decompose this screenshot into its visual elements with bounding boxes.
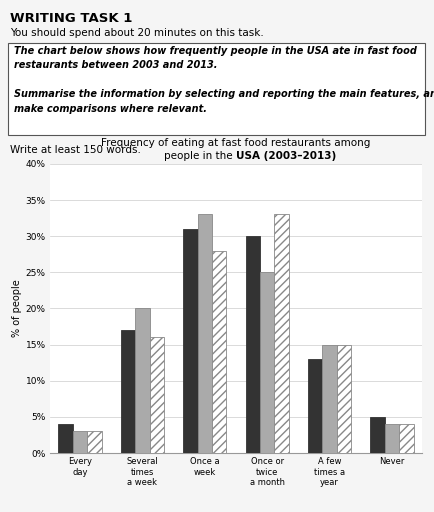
Bar <box>135 308 149 453</box>
Bar <box>149 337 164 453</box>
Bar <box>398 424 413 453</box>
Bar <box>72 432 87 453</box>
Bar <box>384 424 398 453</box>
Bar <box>183 229 197 453</box>
Text: WRITING TASK 1: WRITING TASK 1 <box>10 12 132 25</box>
Text: Write at least 150 words.: Write at least 150 words. <box>10 145 141 155</box>
Y-axis label: % of people: % of people <box>12 280 22 337</box>
Bar <box>307 359 322 453</box>
Bar <box>336 345 350 453</box>
Text: The chart below shows how frequently people in the USA ate in fast food
restaura: The chart below shows how frequently peo… <box>14 46 434 114</box>
Bar <box>322 345 336 453</box>
Text: Frequency of eating at fast food restaurants among: Frequency of eating at fast food restaur… <box>101 138 370 148</box>
Bar <box>211 251 226 453</box>
Bar <box>87 432 101 453</box>
Bar <box>274 215 288 453</box>
Bar <box>8 43 424 135</box>
Bar <box>370 417 384 453</box>
Text: You should spend about 20 minutes on this task.: You should spend about 20 minutes on thi… <box>10 28 263 38</box>
Bar <box>121 330 135 453</box>
Bar <box>245 236 260 453</box>
Text: USA (2003–2013): USA (2003–2013) <box>236 151 335 161</box>
Bar <box>197 215 211 453</box>
Bar <box>260 272 274 453</box>
Title: Frequency of eating at fast food restaurants among
people in the ​USA (2003–2013: Frequency of eating at fast food restaur… <box>0 511 1 512</box>
Bar <box>58 424 72 453</box>
Text: people in the ​: people in the ​ <box>164 151 236 161</box>
